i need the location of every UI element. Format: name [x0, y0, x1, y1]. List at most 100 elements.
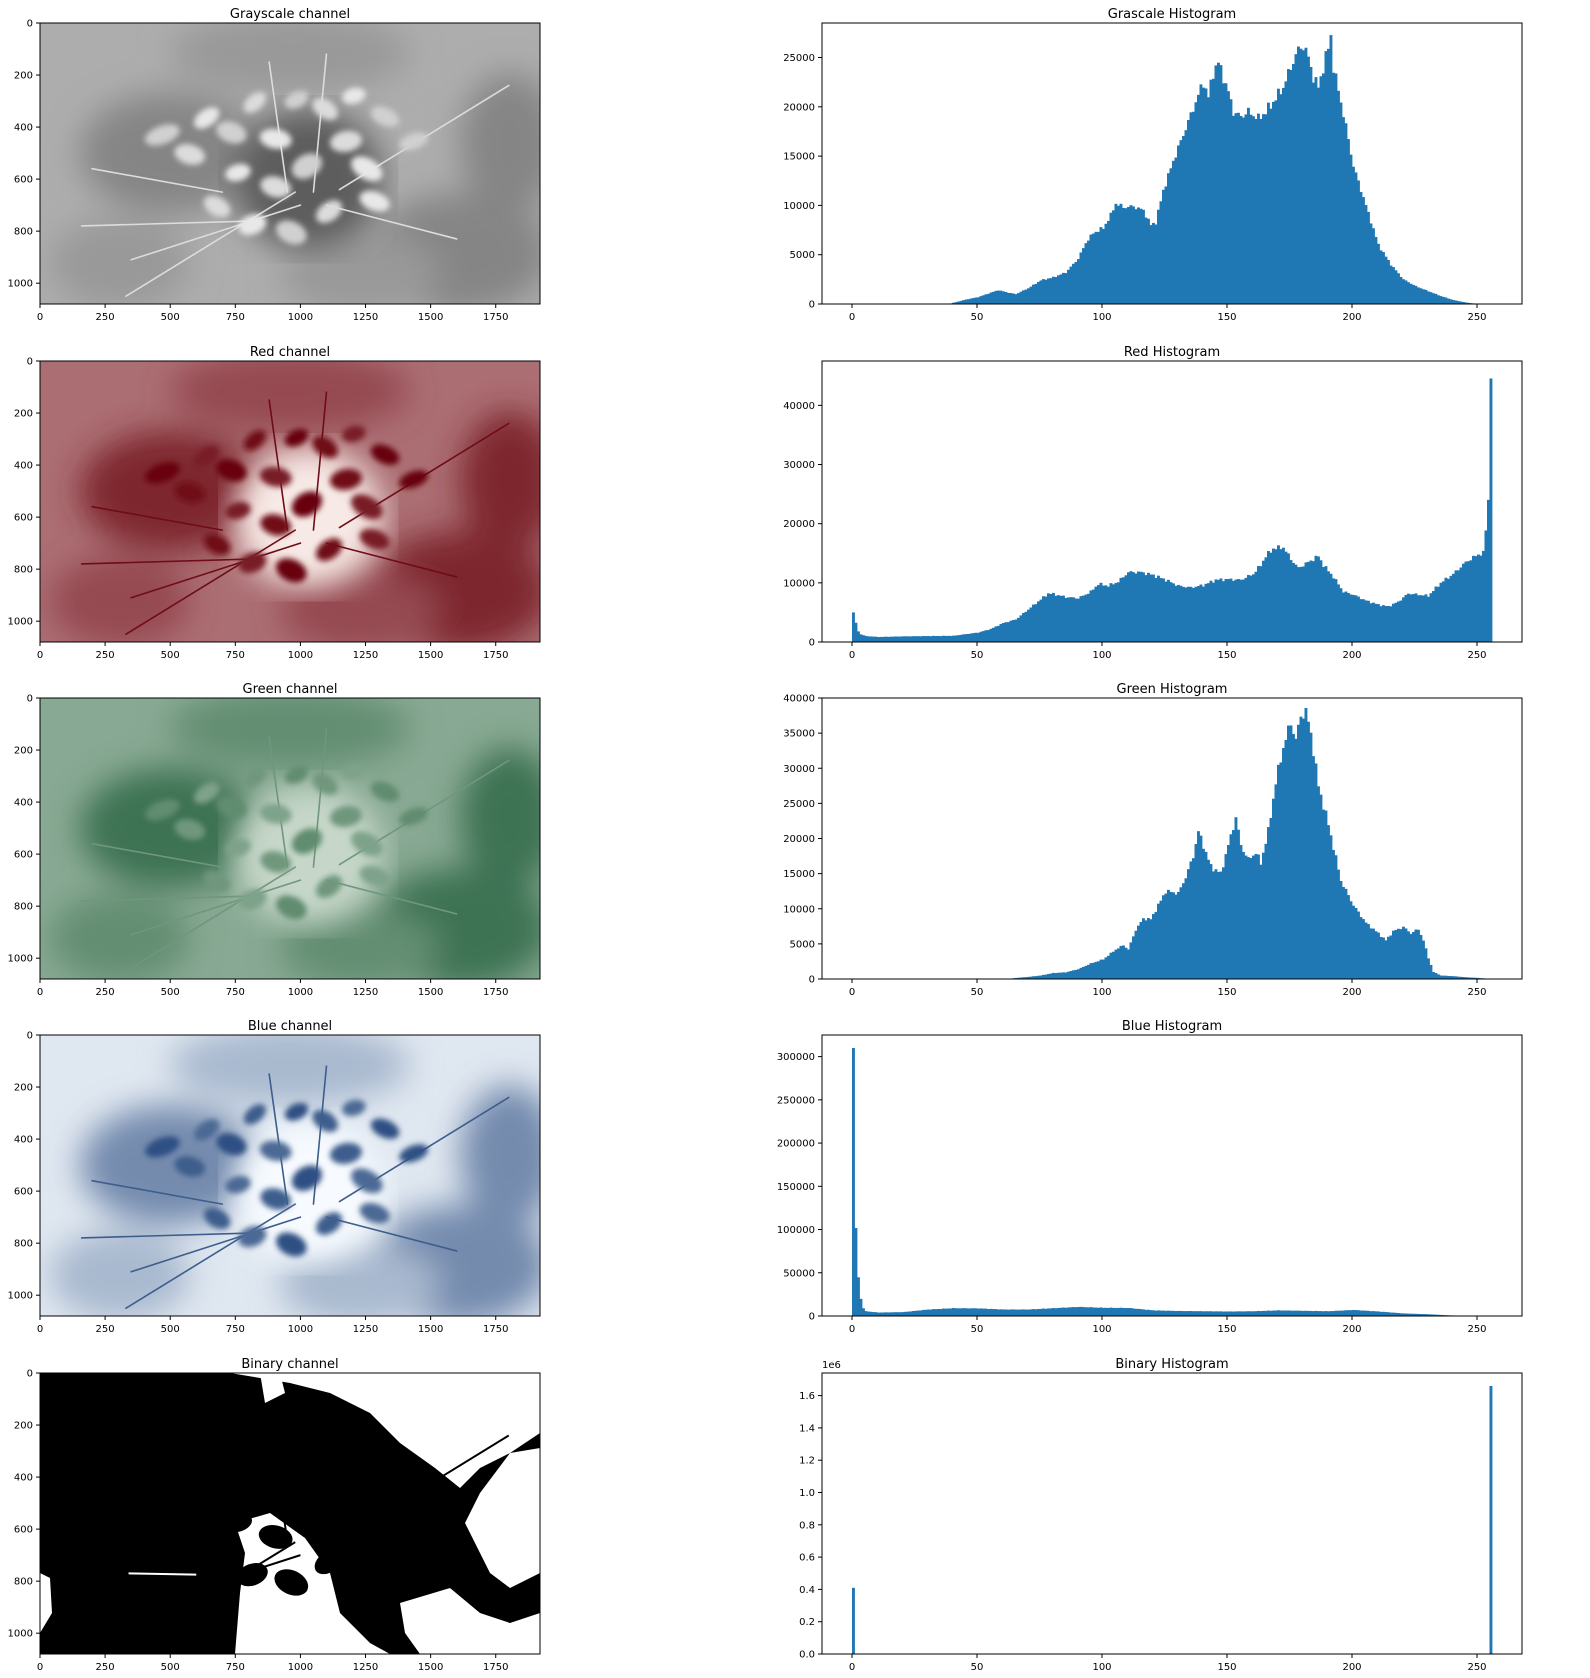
- x-tick-label: 100: [1092, 987, 1111, 998]
- histogram-bar: [1237, 829, 1240, 979]
- histogram-bar: [1367, 924, 1370, 979]
- histogram-bar: [1169, 891, 1173, 979]
- histogram-bar: [1324, 810, 1328, 979]
- image-frame: [39, 1034, 541, 1317]
- histogram-bar: [1417, 287, 1420, 304]
- histogram-bar: [899, 1312, 903, 1316]
- histogram-bar: [1249, 858, 1253, 979]
- y-tick-label: 5000: [790, 939, 815, 950]
- histogram-bar: [992, 1309, 995, 1316]
- histogram-bar: [852, 1587, 855, 1654]
- histogram-bar: [1292, 63, 1295, 305]
- x-tick-label: 1000: [288, 650, 313, 661]
- histogram-bar: [1039, 975, 1043, 979]
- histogram-bar: [964, 634, 968, 642]
- histogram-bar: [1319, 1311, 1323, 1316]
- histogram-bar: [1142, 209, 1145, 304]
- histogram-bar: [917, 1310, 920, 1316]
- histogram-bar: [1084, 594, 1088, 642]
- histogram-bar: [1342, 1310, 1345, 1316]
- histogram-bar: [1354, 172, 1358, 304]
- histogram-bar: [1407, 931, 1410, 979]
- y-tick-label: 400: [14, 1473, 33, 1484]
- histogram-bar: [974, 632, 978, 642]
- x-tick-label: 0: [849, 1662, 855, 1673]
- histogram-bar: [952, 1308, 955, 1316]
- x-tick-label: 50: [971, 312, 984, 323]
- histogram-bar: [1392, 930, 1395, 979]
- histogram-bar: [1304, 47, 1308, 305]
- histogram-bar: [882, 636, 885, 642]
- histogram-bar: [1299, 48, 1303, 305]
- histogram-bar: [1262, 852, 1265, 979]
- histogram-bar: [1459, 301, 1463, 304]
- histogram-bar: [1179, 585, 1183, 642]
- histogram-bar: [1394, 602, 1398, 642]
- histogram-bar: [962, 300, 965, 304]
- histogram-bar: [1239, 579, 1243, 642]
- histogram-bar: [1274, 100, 1278, 305]
- histogram-bar: [972, 298, 975, 304]
- histogram-bar: [1347, 593, 1350, 642]
- histogram-bar: [1002, 291, 1005, 304]
- histogram-bar: [1117, 582, 1120, 642]
- histogram-bar: [1389, 265, 1393, 304]
- histogram-bar: [1279, 762, 1283, 979]
- histogram-bar: [1254, 571, 1258, 642]
- histogram-bar: [1129, 942, 1133, 979]
- histogram-bar: [1197, 831, 1200, 979]
- histogram-bar: [854, 622, 858, 642]
- histogram-bar: [1352, 166, 1355, 304]
- histogram-bar: [1414, 285, 1418, 304]
- flower-petals: [144, 87, 429, 245]
- histogram-bar: [1467, 302, 1470, 304]
- histogram-bar: [1402, 926, 1405, 979]
- histogram-bar: [1362, 197, 1365, 304]
- histogram-bar: [1209, 1311, 1213, 1316]
- x-tick-label: 250: [1467, 650, 1486, 661]
- histogram-bar: [1107, 220, 1110, 304]
- histogram-bar: [979, 1308, 983, 1316]
- histogram-bar: [1217, 871, 1220, 979]
- histogram-bar: [1477, 554, 1480, 642]
- histogram-bar: [1119, 945, 1123, 979]
- histogram-bar: [1409, 1313, 1413, 1316]
- histogram-bar: [1112, 1307, 1115, 1316]
- histogram-bar: [1274, 784, 1278, 979]
- histogram-bar: [1377, 243, 1380, 304]
- histogram-bar: [1257, 1310, 1260, 1316]
- histogram-bar: [1229, 578, 1233, 642]
- histogram-bar: [1482, 550, 1485, 642]
- histogram-bar: [1384, 256, 1388, 304]
- histogram-bar: [1457, 570, 1460, 642]
- histogram-bar: [1197, 586, 1200, 642]
- histogram-bar: [1219, 1311, 1223, 1316]
- histogram-bar: [909, 1311, 913, 1316]
- histogram-bar: [1184, 1311, 1188, 1316]
- histogram-bar: [1229, 834, 1233, 979]
- x-tick-label: 1250: [353, 312, 378, 323]
- histogram-bar: [1407, 282, 1410, 304]
- histogram-bar: [852, 612, 855, 642]
- histogram-bar: [1374, 603, 1378, 642]
- histogram-bar: [937, 1308, 940, 1316]
- histogram-bar: [914, 636, 918, 642]
- histogram-bar: [1354, 595, 1358, 642]
- histogram-bar: [1189, 112, 1193, 305]
- histogram-title: Blue Histogram: [1122, 1019, 1222, 1034]
- histogram-bar: [1457, 976, 1460, 979]
- histogram-bar: [1382, 252, 1385, 304]
- histogram-bar: [1159, 578, 1163, 642]
- histogram-bar: [1067, 269, 1070, 304]
- histogram-bar: [999, 290, 1003, 304]
- histogram-bar: [1052, 276, 1055, 304]
- histogram-bar: [1354, 1310, 1358, 1316]
- histogram-bar: [1357, 596, 1360, 642]
- histogram-bar: [1044, 279, 1048, 304]
- histogram-bar: [1407, 593, 1410, 642]
- histogram-bar: [1287, 69, 1290, 304]
- image-panel-blue: Blue channel 0 250 500 750 1000 1250 1500 1750 0…: [8, 1019, 541, 1335]
- histogram-bar: [1212, 78, 1215, 304]
- y-tick-label: 0: [809, 300, 815, 311]
- histogram-bar: [1224, 83, 1228, 304]
